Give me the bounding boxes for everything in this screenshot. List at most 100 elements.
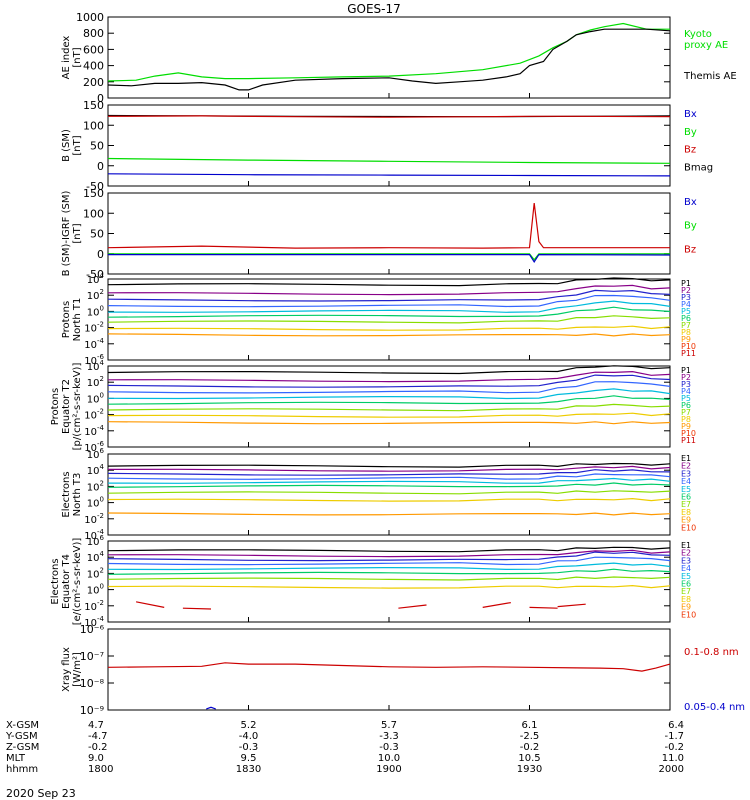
legend-label: P1	[681, 366, 691, 375]
y-tick-label: 100	[87, 583, 104, 597]
legend-label: P4	[681, 300, 691, 309]
legend-label: E3	[681, 469, 691, 478]
x-axis-value: 6.1	[522, 720, 538, 731]
y-tick-label: -50	[86, 180, 104, 193]
channel-line	[107, 546, 671, 553]
legend-entry: Bmag	[684, 162, 713, 173]
y-axis-label: [W/m²]	[72, 652, 83, 687]
legend-label: P4	[681, 387, 691, 396]
legend-entry: 0.05-0.4 nm	[684, 702, 745, 713]
channel-segment	[398, 604, 427, 609]
y-tick-label: 102	[87, 566, 104, 580]
legend-label: P5	[681, 394, 691, 403]
channel-line	[107, 576, 671, 581]
legend-label: E1	[681, 541, 691, 550]
channel-line	[107, 388, 671, 400]
legend-label: P3	[681, 293, 691, 302]
channel-line	[107, 284, 671, 296]
y-tick-label: 1000	[76, 11, 104, 24]
legend-label: E2	[681, 462, 691, 471]
plot-title: GOES-17	[347, 2, 401, 16]
channel-line	[107, 381, 671, 394]
legend-label: E10	[681, 523, 696, 532]
legend-label: P8	[681, 328, 691, 337]
legend-label: P10	[681, 429, 696, 438]
legend-label: P1	[681, 279, 691, 288]
channel-line	[107, 289, 671, 302]
channel-line	[107, 462, 671, 468]
y-tick-label: 0	[97, 160, 104, 173]
x-axis-value: 11.0	[662, 753, 684, 764]
x-axis-value: -0.2	[520, 742, 540, 753]
legend-label: P9	[681, 335, 691, 344]
channel-line	[107, 549, 671, 558]
y-axis-label: [p/(cm²-s-sr-keV)]	[72, 363, 83, 451]
y-tick-label: 600	[83, 43, 104, 56]
x-axis-value: 1930	[517, 764, 542, 775]
legend-label: E3	[681, 556, 691, 565]
x-axis-value: 6.4	[668, 720, 684, 731]
legend-label: E8	[681, 595, 691, 604]
y-axis-label: [e/(cm²-s-sr-keV)]	[72, 538, 83, 626]
series-line	[107, 115, 671, 118]
legend-entry: 0.1-0.8 nm	[684, 647, 739, 658]
channel-line	[107, 568, 671, 575]
channel-line	[107, 294, 671, 308]
legend-entry: Bx	[684, 197, 697, 208]
y-tick-label: 106	[87, 534, 105, 548]
channel-segment	[557, 603, 586, 608]
x-axis-value: 5.7	[381, 720, 397, 731]
y-tick-label: 200	[83, 76, 104, 89]
panel-et3: Electrons North T310-410-2100102104106E1E…	[61, 447, 696, 542]
legend-entry: Themis AE	[683, 71, 737, 82]
series-line	[107, 173, 671, 177]
channel-line	[107, 403, 671, 412]
x-axis-value: -4.7	[88, 731, 108, 742]
y-axis-label: Electrons	[50, 558, 61, 604]
y-axis-label: [nT]	[72, 135, 83, 155]
series-line	[107, 157, 671, 164]
y-axis-label: North T3	[72, 473, 83, 517]
legend-label: P11	[681, 436, 696, 445]
channel-line	[107, 395, 671, 405]
channel-line	[107, 551, 671, 562]
x-axis-value: -1.7	[664, 731, 684, 742]
series-line	[107, 662, 671, 672]
y-axis-label: Protons	[61, 301, 72, 338]
series-line	[107, 203, 670, 249]
y-tick-label: 0	[97, 92, 104, 105]
x-axis-value: 1830	[236, 764, 261, 775]
x-axis-value: -3.3	[379, 731, 399, 742]
y-axis-label: B (SM)	[61, 129, 72, 162]
y-axis-label: [nT]	[72, 223, 83, 243]
y-axis-label: Equator T2	[61, 379, 72, 434]
x-axis-value: 4.7	[88, 720, 104, 731]
series-line	[107, 28, 671, 91]
x-axis-value: 1800	[88, 764, 113, 775]
channel-line	[107, 333, 671, 337]
x-axis-row-label: MLT	[6, 753, 26, 764]
panel-frame	[107, 192, 671, 275]
y-tick-label: 102	[87, 479, 104, 493]
channel-line	[107, 497, 671, 502]
y-tick-label: 100	[87, 496, 104, 510]
panel-bigrf: B (SM)-IGRF (SM) [nT] -50 0 50 100 150 Bx By Bz	[61, 187, 697, 281]
legend-label: E2	[681, 549, 691, 558]
panel-ae: AE index [nT] 0 200 400 600 800 1000 Kyotoproxy …	[61, 11, 737, 105]
legend-entry: Bz	[684, 244, 696, 255]
channel-line	[107, 465, 671, 472]
legend-label: E7	[681, 587, 691, 596]
legend-label: P6	[681, 314, 691, 323]
panel-pt2: Protons Equator T2 [p/(cm²-s-sr-keV)] 10-61…	[50, 359, 696, 454]
x-axis-table: X-GSMY-GSMZ-GSMMLThhmm4.7-4.7-0.29.01800…	[5, 720, 684, 775]
y-tick-label: 0	[97, 248, 104, 261]
x-axis-value: -0.2	[88, 742, 108, 753]
y-tick-label: 150	[83, 99, 104, 112]
x-axis-row-label: Y-GSM	[5, 731, 38, 742]
y-axis-label: Equator T4	[61, 554, 72, 609]
legend-label: E1	[681, 454, 691, 463]
channel-line	[107, 374, 671, 388]
y-tick-label: 10-2	[84, 599, 104, 613]
x-axis-value: -0.3	[239, 742, 259, 753]
